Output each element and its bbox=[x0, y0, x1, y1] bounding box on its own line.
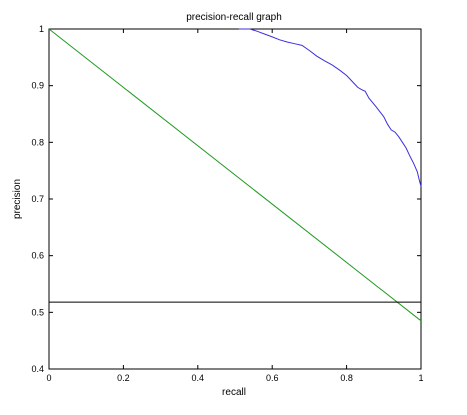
x-axis-ticks: 0 0.2 0.4 0.6 0.8 1 bbox=[46, 29, 424, 383]
baseline-diagonal-line bbox=[48, 28, 422, 322]
y-tick-label: 0.4 bbox=[31, 364, 44, 374]
y-axis-label: precision bbox=[12, 179, 23, 219]
y-axis-ticks: 0.4 0.5 0.6 0.7 0.8 0.9 1 bbox=[31, 24, 421, 374]
x-tick-label: 0.6 bbox=[266, 373, 279, 383]
precision-recall-curve bbox=[238, 28, 422, 187]
x-tick-label: 0.2 bbox=[117, 373, 130, 383]
y-tick-label: 0.6 bbox=[31, 251, 44, 261]
x-axis-label: recall bbox=[222, 387, 246, 398]
plot-area bbox=[48, 28, 422, 370]
y-tick-label: 0.7 bbox=[31, 194, 44, 204]
x-tick-label: 0 bbox=[46, 373, 51, 383]
y-tick-label: 0.5 bbox=[31, 307, 44, 317]
y-tick-label: 0.9 bbox=[31, 81, 44, 91]
x-tick-label: 0.4 bbox=[192, 373, 205, 383]
y-tick-label: 0.8 bbox=[31, 137, 44, 147]
x-tick-label: 0.8 bbox=[340, 373, 353, 383]
x-tick-label: 1 bbox=[418, 373, 423, 383]
chart-title: precision-recall graph bbox=[186, 12, 282, 23]
y-tick-label: 1 bbox=[39, 24, 44, 34]
series-layer bbox=[48, 28, 422, 322]
